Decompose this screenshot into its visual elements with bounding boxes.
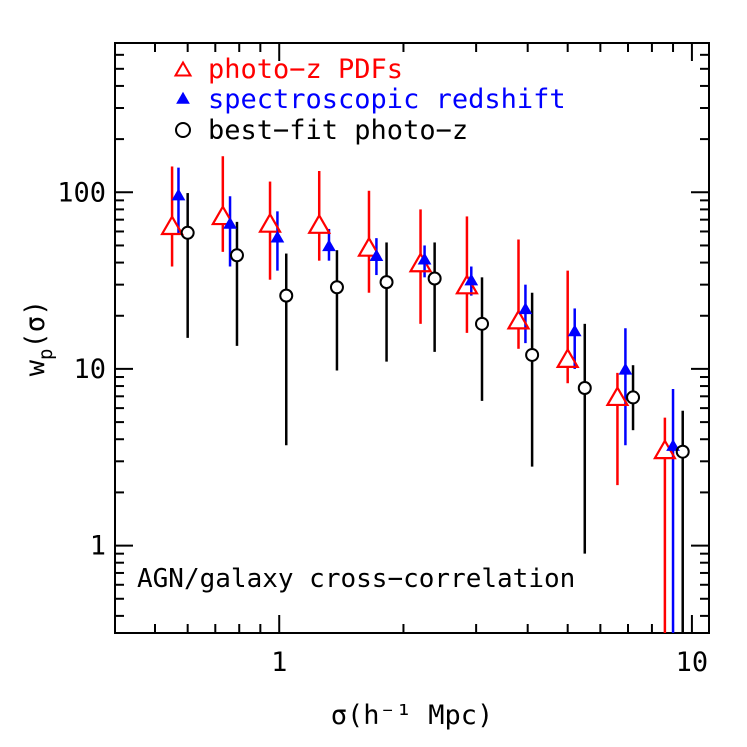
data-point-photoz-pdf — [555, 347, 580, 368]
data-point-bestfit — [675, 444, 690, 459]
data-point-photoz-pdf — [357, 236, 381, 257]
data-point-photoz-pdf — [506, 308, 531, 330]
axis-tick-labels: 1 10 1 10 100 — [57, 177, 708, 678]
plot-frame — [114, 42, 710, 634]
y-tick-label: 1 — [90, 531, 106, 562]
svg-text:wp(σ): wp(σ) — [20, 300, 57, 377]
data-point-bestfit — [229, 248, 244, 263]
data-point-spectroscopic — [618, 362, 633, 375]
data-point-spectroscopic — [518, 302, 533, 315]
data-point-spectroscopic — [464, 273, 479, 286]
legend-marker-spectroscopic — [176, 91, 190, 104]
axis-ticks — [114, 42, 709, 633]
legend-label: spectroscopic redshift — [208, 84, 566, 115]
data-point-spectroscopic — [369, 249, 384, 261]
data-point-photoz-pdf — [160, 214, 184, 236]
data-point-bestfit — [626, 390, 641, 405]
y-tick-label: 10 — [73, 354, 106, 385]
y-axis-label: wp(σ) — [20, 300, 57, 377]
data-point-spectroscopic — [171, 188, 186, 201]
data-point-bestfit — [329, 280, 344, 295]
annotation-text: AGN/galaxy cross−correlation — [137, 564, 575, 594]
data-point-bestfit — [475, 316, 490, 331]
data-point-bestfit — [180, 225, 195, 240]
legend-marker-photoz-pdf — [173, 60, 193, 77]
data-point-spectroscopic — [567, 324, 582, 337]
data-point-spectroscopic — [322, 239, 336, 252]
data-point-bestfit — [379, 275, 394, 290]
data-point-photoz-pdf — [307, 213, 332, 234]
data-point-bestfit — [525, 347, 540, 362]
data-point-photoz-pdf — [605, 385, 630, 407]
error-bars — [170, 156, 684, 633]
data-point-bestfit — [279, 288, 294, 303]
data-point-bestfit — [427, 271, 442, 286]
data-markers — [160, 188, 690, 460]
data-point-bestfit — [577, 380, 592, 395]
data-point-spectroscopic — [666, 439, 680, 451]
x-axis-label: σ(h⁻¹ Mpc) — [331, 700, 494, 731]
legend-label: photo−z PDFs — [208, 54, 403, 85]
legend-marker-bestfit — [175, 122, 191, 138]
legend-label: best−fit photo−z — [208, 115, 468, 146]
x-tick-label: 10 — [676, 647, 709, 678]
data-point-photoz-pdf — [210, 204, 235, 226]
x-tick-label: 1 — [271, 647, 287, 678]
data-point-photoz-pdf — [258, 212, 282, 233]
y-tick-label: 100 — [57, 177, 106, 208]
data-point-spectroscopic — [417, 252, 432, 265]
data-point-spectroscopic — [270, 230, 285, 243]
data-point-spectroscopic — [223, 216, 237, 229]
